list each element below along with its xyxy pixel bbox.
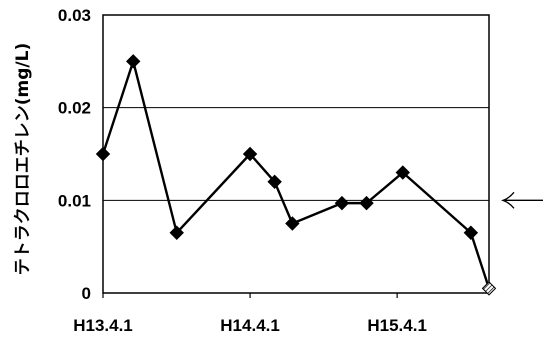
y-tick-label: 0.01 [58,191,91,210]
data-point [95,146,111,162]
grid-lines [103,107,489,201]
data-point [395,165,410,180]
y-axis-label: テトラクロロエチレン(mg/L) [13,43,33,275]
series-line [101,60,491,289]
data-point [126,54,141,69]
y-tick-label: 0.03 [58,6,91,25]
data-point [481,281,497,296]
data-points [95,54,497,296]
x-axis-ticks: H13.4.1 H14.4.1 H15.4.1 [73,293,427,335]
y-axis-ticks: 0 0.01 0.02 0.03 [58,6,91,303]
data-point [242,146,258,162]
y-tick-label: 0 [82,284,91,303]
data-point [334,195,350,211]
data-point [463,225,479,240]
data-point [267,174,282,190]
x-tick-label: H13.4.1 [73,316,133,335]
plot-area [102,14,490,294]
data-point [359,195,374,211]
x-tick-label: H14.4.1 [220,316,280,335]
y-tick-label: 0.02 [58,99,91,118]
data-point [285,216,300,231]
reference-arrow-icon [500,191,543,209]
x-tick-label: H15.4.1 [367,316,427,335]
data-point [169,225,184,240]
